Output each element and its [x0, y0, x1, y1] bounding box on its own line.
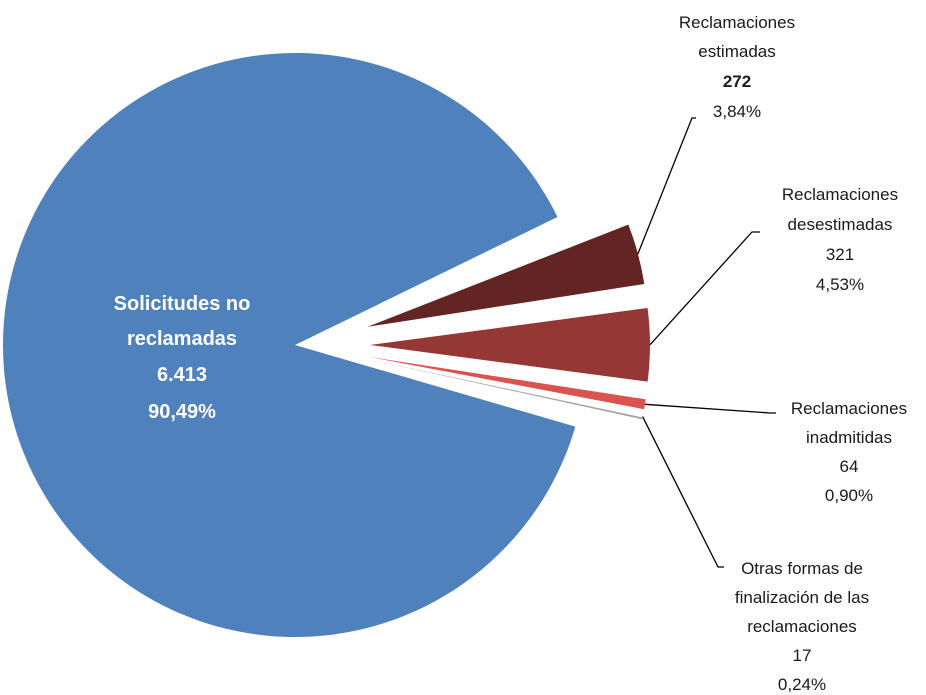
- leader-line-inadmitidas: [644, 403, 776, 414]
- slice-count-label: 321: [826, 245, 854, 264]
- pie-slice-inadmitidas: [368, 356, 646, 410]
- slice-count-label: 64: [840, 457, 859, 476]
- leader-line-estimadas: [637, 117, 696, 255]
- slice-count-label: 272: [723, 72, 751, 91]
- slice-label-line: estimadas: [698, 42, 775, 61]
- slice-percent-label: 3,84%: [713, 102, 761, 121]
- slice-label-line: Reclamaciones: [791, 399, 907, 418]
- slice-label-line: inadmitidas: [806, 428, 892, 447]
- slice-label-line: desestimadas: [788, 215, 893, 234]
- slice-label-line: finalización de las: [735, 588, 869, 607]
- slice-label-estimadas: Reclamaciones estimadas 272 3,84%: [679, 13, 795, 121]
- slice-label-solicitudes: Solicitudes no reclamadas 6.413 90,49%: [114, 293, 251, 423]
- pie-slices: [2, 52, 650, 637]
- slice-percent-label: 0,24%: [778, 675, 826, 694]
- slice-label-desestimadas: Reclamaciones desestimadas 321 4,53%: [782, 185, 898, 294]
- slice-label-otras: Otras formas de finalización de las recl…: [735, 559, 869, 694]
- slice-percent-label: 0,90%: [825, 486, 873, 505]
- slice-label-line: reclamadas: [127, 328, 237, 350]
- pie-slice-otras: [368, 359, 643, 420]
- pie-slice-estimadas: [367, 224, 645, 327]
- pie-slice-desestimadas: [370, 308, 650, 382]
- leader-line-desestimadas: [649, 231, 760, 346]
- slice-label-inadmitidas: Reclamaciones inadmitidas 64 0,90%: [791, 399, 907, 505]
- slice-label-line: Reclamaciones: [782, 185, 898, 204]
- slice-percent-label: 4,53%: [816, 275, 864, 294]
- slice-label-line: reclamaciones: [747, 617, 857, 636]
- slice-label-line: Otras formas de: [741, 559, 863, 578]
- leader-line-otras: [642, 416, 724, 568]
- slice-percent-label: 90,49%: [148, 401, 216, 423]
- slice-label-line: Reclamaciones: [679, 13, 795, 32]
- leader-lines: [637, 117, 776, 568]
- slice-count-label: 17: [793, 646, 812, 665]
- slice-label-line: Solicitudes no: [114, 293, 251, 315]
- pie-slice-solicitudes-no-reclamadas: [2, 52, 576, 637]
- slice-count-label: 6.413: [157, 364, 207, 386]
